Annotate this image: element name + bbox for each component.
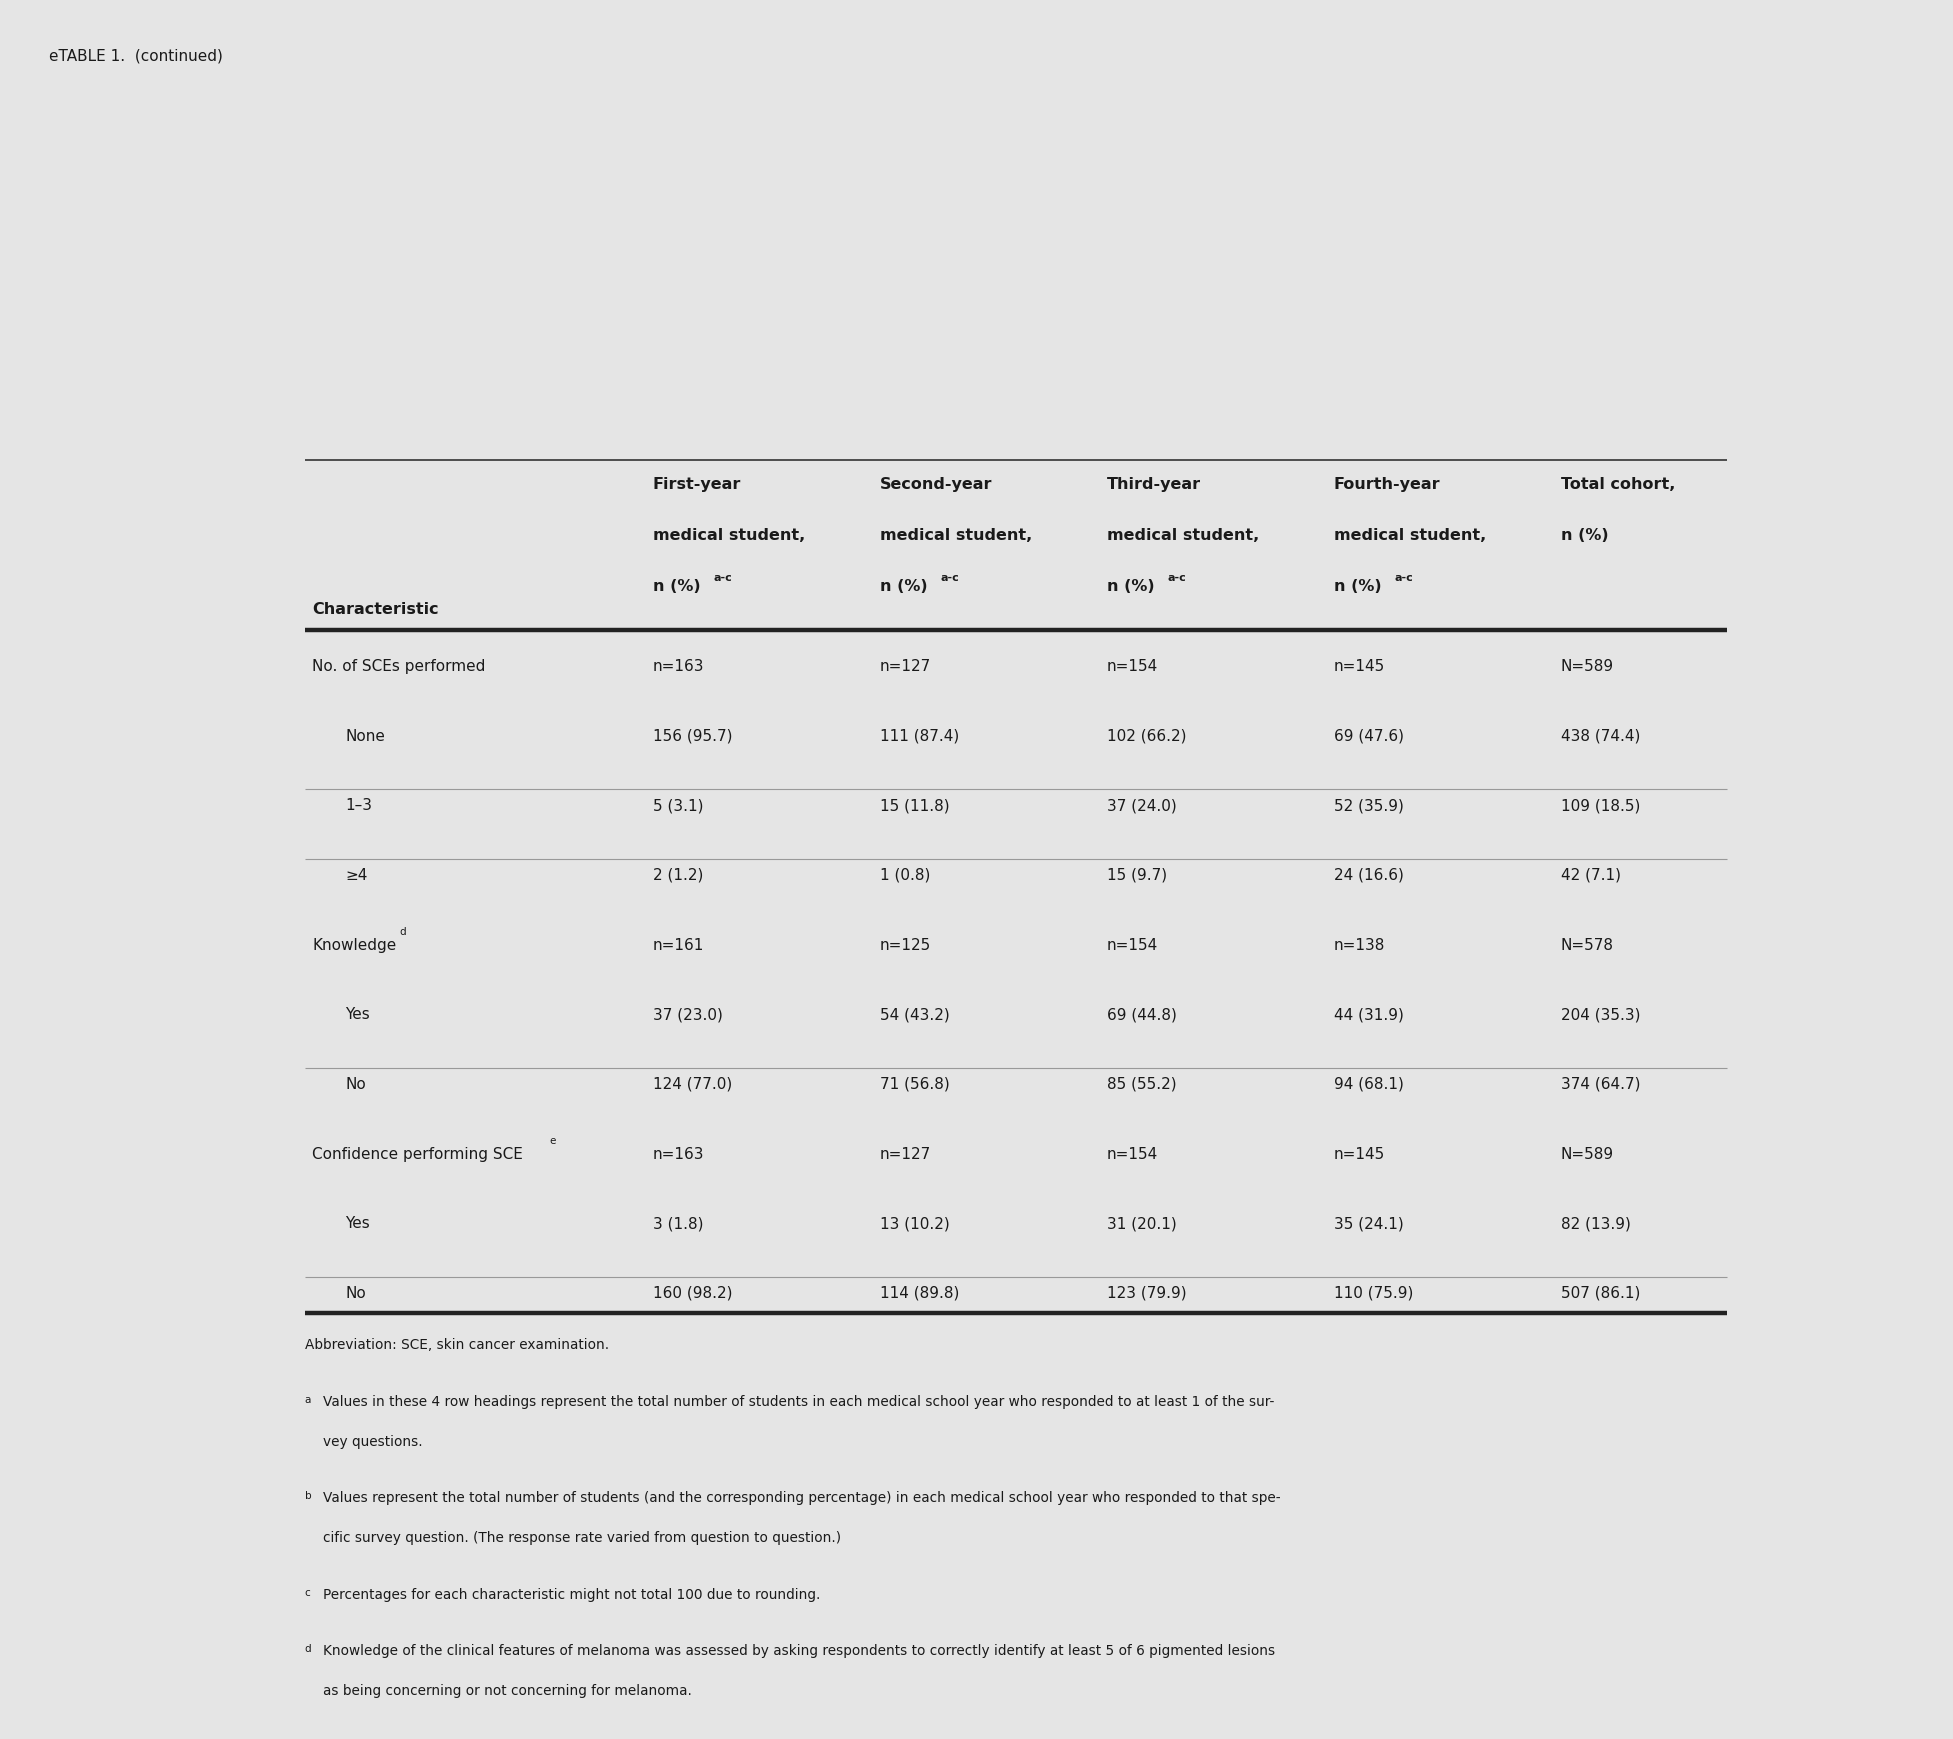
- Text: n=163: n=163: [652, 1146, 705, 1162]
- Text: c: c: [305, 1586, 311, 1596]
- Text: 69 (44.8): 69 (44.8): [1107, 1007, 1178, 1023]
- Text: Second-year: Second-year: [879, 476, 992, 492]
- Text: 31 (20.1): 31 (20.1): [1107, 1216, 1176, 1231]
- Text: 35 (24.1): 35 (24.1): [1334, 1216, 1404, 1231]
- Text: Yes: Yes: [346, 1007, 371, 1023]
- Text: n (%): n (%): [1107, 579, 1154, 593]
- Text: n=127: n=127: [879, 1146, 932, 1162]
- Text: n=154: n=154: [1107, 937, 1158, 951]
- Text: Total cohort,: Total cohort,: [1560, 476, 1676, 492]
- Text: Third-year: Third-year: [1107, 476, 1201, 492]
- Text: 204 (35.3): 204 (35.3): [1560, 1007, 1641, 1023]
- Text: a-c: a-c: [1168, 572, 1185, 583]
- Text: n=138: n=138: [1334, 937, 1385, 951]
- Text: n=145: n=145: [1334, 1146, 1385, 1162]
- Text: 438 (74.4): 438 (74.4): [1560, 729, 1641, 743]
- Text: 114 (89.8): 114 (89.8): [879, 1285, 959, 1301]
- Text: 160 (98.2): 160 (98.2): [652, 1285, 732, 1301]
- Text: 111 (87.4): 111 (87.4): [879, 729, 959, 743]
- Text: No: No: [346, 1076, 367, 1092]
- Text: Values in these 4 row headings represent the total number of students in each me: Values in these 4 row headings represent…: [322, 1395, 1273, 1409]
- Text: First-year: First-year: [652, 476, 742, 492]
- Text: No: No: [346, 1285, 367, 1301]
- Text: N=578: N=578: [1560, 937, 1613, 951]
- Text: n=125: n=125: [879, 937, 932, 951]
- Text: n=163: n=163: [652, 659, 705, 673]
- Text: d: d: [400, 927, 406, 936]
- Text: 102 (66.2): 102 (66.2): [1107, 729, 1185, 743]
- Text: Knowledge of the clinical features of melanoma was assessed by asking respondent: Knowledge of the clinical features of me…: [322, 1643, 1275, 1657]
- Text: 13 (10.2): 13 (10.2): [879, 1216, 949, 1231]
- Text: Percentages for each characteristic might not total 100 due to rounding.: Percentages for each characteristic migh…: [322, 1586, 820, 1600]
- Text: 94 (68.1): 94 (68.1): [1334, 1076, 1404, 1092]
- Text: 24 (16.6): 24 (16.6): [1334, 868, 1404, 882]
- Text: vey questions.: vey questions.: [322, 1435, 422, 1449]
- Text: n=154: n=154: [1107, 659, 1158, 673]
- Text: Knowledge: Knowledge: [312, 937, 396, 951]
- Text: 44 (31.9): 44 (31.9): [1334, 1007, 1404, 1023]
- Text: 109 (18.5): 109 (18.5): [1560, 798, 1641, 812]
- Text: e: e: [551, 1136, 557, 1144]
- Text: 156 (95.7): 156 (95.7): [652, 729, 732, 743]
- Text: Characteristic: Characteristic: [312, 602, 439, 617]
- Text: 85 (55.2): 85 (55.2): [1107, 1076, 1176, 1092]
- Text: 54 (43.2): 54 (43.2): [879, 1007, 949, 1023]
- Text: 507 (86.1): 507 (86.1): [1560, 1285, 1641, 1301]
- Text: medical student,: medical student,: [1107, 527, 1260, 543]
- Text: N=589: N=589: [1560, 1146, 1613, 1162]
- Text: 1–3: 1–3: [346, 798, 373, 812]
- Text: Confidence performing SCE: Confidence performing SCE: [312, 1146, 523, 1162]
- Text: 15 (9.7): 15 (9.7): [1107, 868, 1168, 882]
- Text: 37 (24.0): 37 (24.0): [1107, 798, 1176, 812]
- Text: n (%): n (%): [1560, 527, 1609, 543]
- Text: No. of SCEs performed: No. of SCEs performed: [312, 659, 486, 673]
- Text: a-c: a-c: [941, 572, 959, 583]
- Text: 1 (0.8): 1 (0.8): [879, 868, 930, 882]
- Text: None: None: [346, 729, 385, 743]
- Text: 2 (1.2): 2 (1.2): [652, 868, 703, 882]
- Text: medical student,: medical student,: [1334, 527, 1486, 543]
- Text: 123 (79.9): 123 (79.9): [1107, 1285, 1187, 1301]
- Text: N=589: N=589: [1560, 659, 1613, 673]
- Text: b: b: [305, 1490, 311, 1501]
- Text: 71 (56.8): 71 (56.8): [879, 1076, 949, 1092]
- Text: 110 (75.9): 110 (75.9): [1334, 1285, 1414, 1301]
- Text: n (%): n (%): [652, 579, 701, 593]
- Text: Yes: Yes: [346, 1216, 371, 1231]
- Text: eTABLE 1.  (continued): eTABLE 1. (continued): [49, 49, 223, 64]
- Text: 42 (7.1): 42 (7.1): [1560, 868, 1621, 882]
- Text: 374 (64.7): 374 (64.7): [1560, 1076, 1641, 1092]
- Text: Values represent the total number of students (and the corresponding percentage): Values represent the total number of stu…: [322, 1490, 1281, 1504]
- Text: Abbreviation: SCE, skin cancer examination.: Abbreviation: SCE, skin cancer examinati…: [305, 1337, 609, 1351]
- Text: medical student,: medical student,: [652, 527, 805, 543]
- Text: ≥4: ≥4: [346, 868, 367, 882]
- Text: n=127: n=127: [879, 659, 932, 673]
- Text: n=154: n=154: [1107, 1146, 1158, 1162]
- Text: 15 (11.8): 15 (11.8): [879, 798, 949, 812]
- Text: a-c: a-c: [1394, 572, 1414, 583]
- Text: n (%): n (%): [1334, 579, 1381, 593]
- Text: n (%): n (%): [879, 579, 928, 593]
- Text: n=145: n=145: [1334, 659, 1385, 673]
- Text: n=161: n=161: [652, 937, 705, 951]
- Text: 3 (1.8): 3 (1.8): [652, 1216, 703, 1231]
- Text: 5 (3.1): 5 (3.1): [652, 798, 703, 812]
- Text: 37 (23.0): 37 (23.0): [652, 1007, 723, 1023]
- Text: medical student,: medical student,: [879, 527, 1031, 543]
- Text: 69 (47.6): 69 (47.6): [1334, 729, 1404, 743]
- Text: 82 (13.9): 82 (13.9): [1560, 1216, 1631, 1231]
- Text: 124 (77.0): 124 (77.0): [652, 1076, 732, 1092]
- Text: cific survey question. (The response rate varied from question to question.): cific survey question. (The response rat…: [322, 1530, 842, 1544]
- Text: as being concerning or not concerning for melanoma.: as being concerning or not concerning fo…: [322, 1683, 691, 1697]
- Text: a: a: [305, 1395, 311, 1403]
- Text: a-c: a-c: [713, 572, 732, 583]
- Text: d: d: [305, 1643, 311, 1654]
- Text: Fourth-year: Fourth-year: [1334, 476, 1441, 492]
- Text: 52 (35.9): 52 (35.9): [1334, 798, 1404, 812]
